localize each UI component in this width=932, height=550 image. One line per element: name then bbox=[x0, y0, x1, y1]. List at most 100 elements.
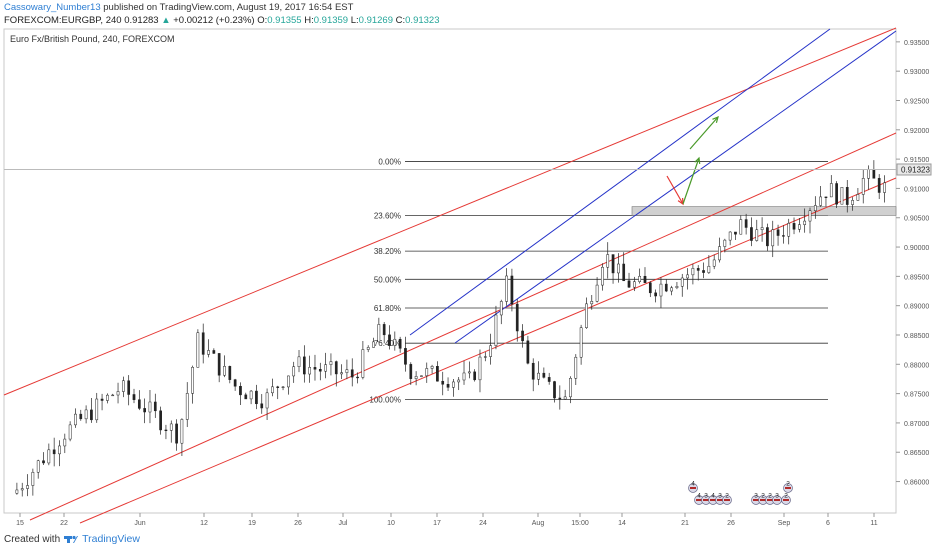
candle bbox=[446, 377, 450, 391]
event-flag-icon[interactable]: 3 bbox=[701, 493, 711, 505]
candle-body bbox=[702, 270, 705, 273]
candle bbox=[813, 196, 817, 219]
candle-body bbox=[318, 369, 322, 372]
event-count-label: 4 bbox=[711, 493, 715, 500]
last-price-tag: 0.91323 bbox=[4, 163, 932, 176]
candle bbox=[366, 345, 370, 353]
candle-body bbox=[137, 399, 141, 409]
candle-body bbox=[872, 168, 876, 179]
candle bbox=[404, 336, 407, 372]
candle bbox=[420, 375, 423, 378]
projection-arrows[interactable] bbox=[666, 115, 719, 206]
candle-body bbox=[819, 196, 822, 206]
candle-body bbox=[329, 361, 333, 365]
event-flag-icon[interactable]: 4 bbox=[708, 493, 718, 505]
fibonacci-levels[interactable]: 0.00% 23.60% 38.20% 50.00% 61.80% 76.40% 100.0… bbox=[369, 157, 828, 404]
candle bbox=[542, 367, 546, 379]
change-value: +0.00212 (+0.23%) bbox=[173, 15, 255, 26]
candle-body bbox=[728, 231, 732, 241]
event-count-label: 3 bbox=[718, 493, 722, 500]
candle bbox=[606, 242, 610, 279]
event-flag-stripe bbox=[724, 499, 730, 501]
candle-body bbox=[271, 386, 274, 394]
trend-channels[interactable] bbox=[3, 27, 897, 524]
candle bbox=[750, 217, 753, 247]
candle bbox=[553, 380, 556, 403]
candle bbox=[345, 359, 349, 380]
candle-body bbox=[111, 394, 115, 397]
event-flag-icon[interactable]: 2 bbox=[783, 481, 793, 493]
candle bbox=[643, 267, 647, 284]
candle bbox=[409, 362, 413, 385]
candle bbox=[632, 276, 636, 292]
time-tick-label: 26 bbox=[294, 520, 302, 527]
candle-body bbox=[627, 280, 631, 288]
candle-body bbox=[643, 275, 647, 284]
event-flag-icon[interactable]: 2 bbox=[722, 493, 732, 505]
candle bbox=[771, 220, 775, 258]
fib-label: 61.80% bbox=[374, 304, 401, 313]
candle-body bbox=[191, 367, 194, 394]
event-flag-icon[interactable]: 2 bbox=[781, 493, 791, 505]
candle bbox=[462, 360, 466, 385]
tradingview-link[interactable]: TradingView bbox=[82, 533, 140, 545]
candle-body bbox=[755, 229, 759, 241]
candle-body bbox=[223, 366, 226, 376]
candle bbox=[638, 268, 642, 284]
event-flag-icon[interactable]: 4 bbox=[688, 481, 698, 493]
candle-body bbox=[489, 345, 492, 357]
event-flag-stripe bbox=[710, 499, 716, 501]
candle bbox=[249, 389, 253, 405]
price-axis: 0.93500 0.93000 0.92500 0.92000 0.91500 0.910… bbox=[896, 40, 929, 487]
publish-line: Cassowary_Number13 published on TradingV… bbox=[4, 2, 353, 13]
candle bbox=[255, 384, 258, 410]
candle bbox=[782, 225, 785, 244]
candle bbox=[877, 174, 881, 200]
candle-body bbox=[808, 210, 812, 222]
time-tick-label: Sep bbox=[778, 520, 791, 527]
candle-body bbox=[26, 485, 29, 489]
event-flag-stripe bbox=[717, 499, 723, 501]
candle-body bbox=[47, 449, 51, 464]
last-price-box bbox=[896, 163, 932, 176]
candle bbox=[393, 331, 397, 351]
arrow-shaft bbox=[666, 175, 684, 205]
candle-body bbox=[249, 390, 253, 400]
candle bbox=[622, 252, 626, 282]
candle bbox=[648, 281, 652, 298]
time-tick-label: 14 bbox=[618, 520, 626, 527]
event-flag-stripe bbox=[760, 499, 766, 501]
candle bbox=[664, 279, 668, 293]
candle-body bbox=[244, 394, 248, 400]
candle bbox=[824, 196, 828, 207]
candle bbox=[478, 349, 482, 393]
candle-body bbox=[670, 287, 673, 292]
candle bbox=[175, 419, 178, 451]
candle bbox=[467, 361, 471, 379]
candlestick-series bbox=[15, 160, 886, 497]
candle-body bbox=[260, 403, 264, 409]
price-chart[interactable]: Euro Fx/British Pound, 240, FOREXCOM 0.0… bbox=[0, 0, 932, 532]
candle-body bbox=[127, 380, 131, 395]
event-flag-icon[interactable]: 3 bbox=[772, 493, 782, 505]
author-link[interactable]: Cassowary_Number13 bbox=[4, 2, 101, 13]
candle-body bbox=[792, 223, 796, 230]
event-count-label: 4 bbox=[691, 481, 695, 488]
candle-body bbox=[100, 398, 104, 401]
candle-body bbox=[425, 368, 429, 377]
candle-body bbox=[276, 386, 280, 388]
candle bbox=[686, 268, 689, 290]
candle-body bbox=[851, 200, 854, 205]
price-tick-label: 0.93500 bbox=[904, 40, 929, 47]
candle bbox=[851, 197, 854, 211]
candle-body bbox=[287, 375, 290, 388]
candle-body bbox=[659, 283, 663, 297]
economic-events[interactable]: 44 3 4 3 2 3 2 2 3 22 bbox=[688, 481, 793, 505]
candle-body bbox=[409, 364, 413, 379]
candle bbox=[239, 382, 242, 406]
candle-body bbox=[313, 367, 317, 370]
event-flag-icon[interactable]: 2 bbox=[765, 493, 775, 505]
candle bbox=[531, 358, 535, 392]
candle-body bbox=[356, 376, 359, 379]
candle-body bbox=[750, 227, 753, 241]
